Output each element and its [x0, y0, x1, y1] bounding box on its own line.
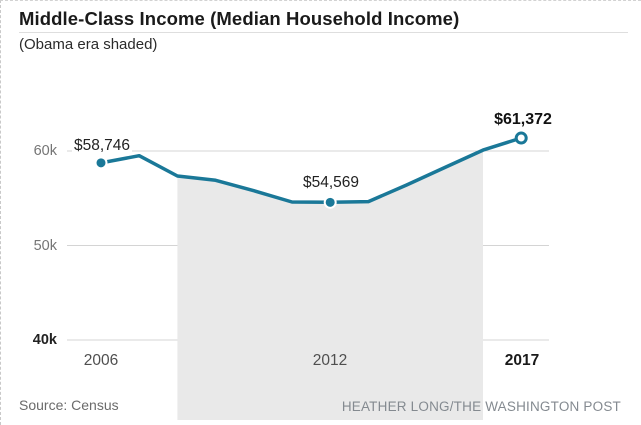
title-divider [19, 32, 628, 33]
source-note: Source: Census [19, 397, 119, 413]
y-axis-tick-40k: 40k [32, 332, 57, 348]
data-label-2017: $61,372 [494, 111, 552, 128]
x-axis-tick-2017: 2017 [504, 352, 540, 369]
y-axis-tick-60k: 60k [33, 143, 57, 159]
x-axis-tick-2006: 2006 [83, 352, 119, 369]
x-axis-tick-2012: 2012 [312, 352, 348, 369]
data-label-2006: $58,746 [71, 137, 133, 155]
y-axis-tick-50k: 50k [33, 238, 57, 254]
data-label-2012: $54,569 [302, 174, 360, 191]
byline-credit: HEATHER LONG/THE WASHINGTON POST [341, 399, 621, 414]
chart-subtitle: (Obama era shaded) [19, 36, 158, 53]
chart-title: Middle-Class Income (Median Household In… [19, 8, 460, 29]
